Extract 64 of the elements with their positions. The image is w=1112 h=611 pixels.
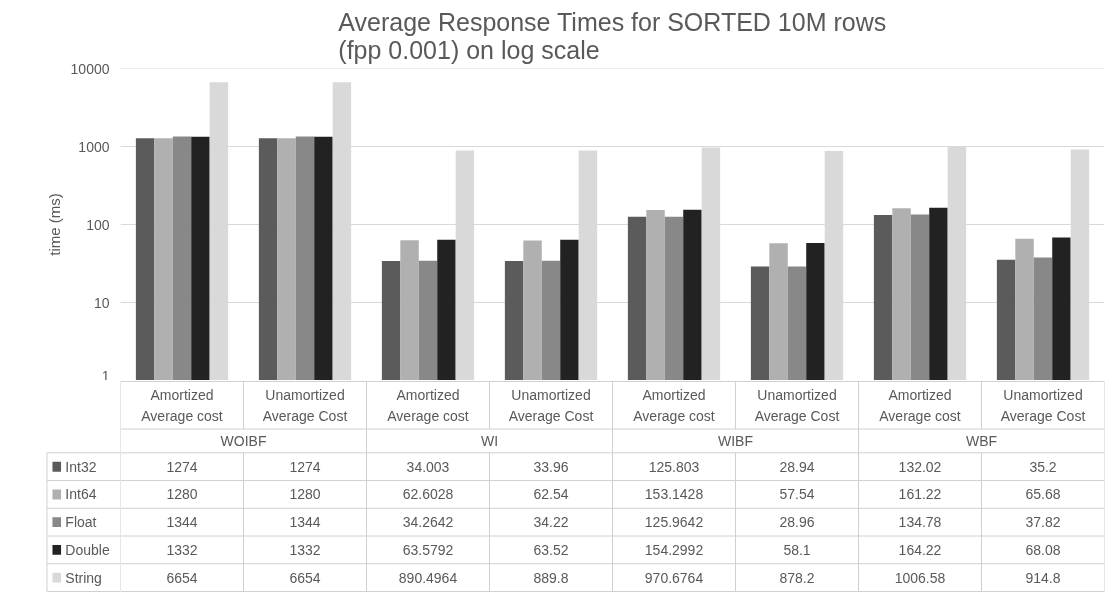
text: WBF	[965, 432, 998, 449]
data-label: 68.08	[1025, 541, 1061, 558]
data-label: 62.6028	[402, 486, 454, 503]
data-label: 1280	[166, 486, 198, 503]
data-label: 1006.58	[894, 569, 946, 586]
data-label: 65.68	[1025, 486, 1061, 503]
data-label: 890.4964	[398, 569, 458, 586]
data-label: 134.78	[898, 514, 942, 531]
legend-label: String	[65, 569, 102, 586]
text: WIBF	[718, 432, 753, 449]
data-label: 125.803	[648, 458, 700, 475]
data-label: 1280	[289, 486, 321, 503]
data-label: 1274	[166, 458, 198, 475]
data-label: 914.8	[1025, 569, 1061, 586]
data-label: 154.2992	[644, 541, 704, 558]
data-label: 28.94	[779, 458, 815, 475]
x-tick-label: Unamortized Average Cost	[754, 386, 840, 424]
data-label: 58.1	[783, 541, 811, 558]
data-label: 6654	[289, 569, 321, 586]
data-label: 970.6764	[644, 569, 704, 586]
y-axis-title: time (ms)	[45, 193, 63, 256]
x-tick-label: Amortized Average cost	[633, 386, 715, 424]
data-label: 34.2642	[402, 514, 454, 531]
y-tick-label: 10000	[70, 60, 110, 77]
y-tick-label: 1	[101, 367, 110, 384]
data-label: 878.2	[779, 569, 815, 586]
data-label: 57.54	[779, 486, 815, 503]
data-label: 63.5792	[402, 541, 454, 558]
text: WOIBF	[220, 432, 267, 449]
data-label: 164.22	[898, 541, 942, 558]
data-label: 125.9642	[644, 514, 704, 531]
data-label: 37.82	[1025, 514, 1061, 531]
data-label: 1332	[166, 541, 198, 558]
data-label: 1344	[166, 514, 198, 531]
y-tick-label: 10	[93, 294, 110, 311]
legend-label: Int64	[65, 486, 97, 503]
data-label: 889.8	[533, 569, 569, 586]
data-label: 1344	[289, 514, 321, 531]
data-label: 34.22	[533, 514, 569, 531]
chart-title: Average Response Times for SORTED 10M rows (fpp 0.001) on log scale	[338, 7, 887, 64]
data-label: 33.96	[533, 458, 569, 475]
legend-label: Float	[65, 514, 97, 531]
x-tick-label: Unamortized Average Cost	[1000, 386, 1086, 424]
data-label: 1332	[289, 541, 321, 558]
text: WI	[480, 432, 499, 449]
data-label: 34.003	[406, 458, 450, 475]
x-tick-label: Amortized Average cost	[141, 386, 223, 424]
data-label: 35.2	[1029, 458, 1057, 475]
data-label: 1274	[289, 458, 321, 475]
x-tick-label: Unamortized Average Cost	[262, 386, 348, 424]
y-tick-label: 1000	[78, 138, 110, 155]
legend-label: Double	[65, 541, 110, 558]
x-tick-label: Amortized Average cost	[879, 386, 961, 424]
data-label: 153.1428	[644, 486, 704, 503]
legend-label: Int32	[65, 458, 97, 475]
data-label: 132.02	[898, 458, 942, 475]
data-label: 63.52	[533, 541, 569, 558]
y-tick-label: 100	[86, 216, 110, 233]
data-label: 161.22	[898, 486, 942, 503]
data-label: 62.54	[533, 486, 569, 503]
x-tick-label: Amortized Average cost	[387, 386, 469, 424]
x-tick-label: Unamortized Average Cost	[508, 386, 594, 424]
data-label: 28.96	[779, 514, 815, 531]
data-label: 6654	[166, 569, 198, 586]
